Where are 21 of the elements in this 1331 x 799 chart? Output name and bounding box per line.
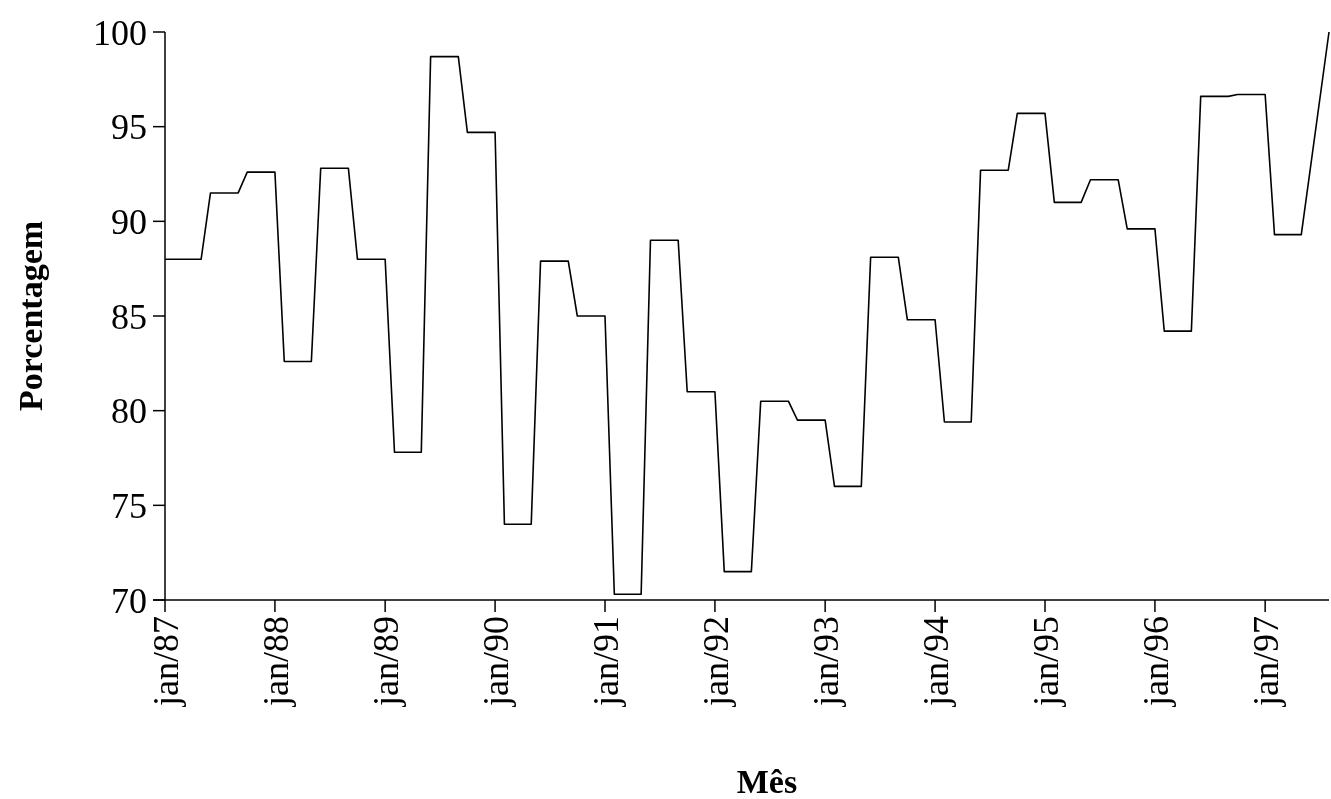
y-tick-label: 70 [111,580,147,621]
x-tick-label: jan/92 [695,616,736,708]
y-tick-label: 100 [93,12,147,53]
x-tick-label: jan/91 [585,616,626,708]
x-tick-label: jan/87 [145,616,186,708]
x-axis-title: Mês [736,763,798,799]
y-tick-label: 90 [111,201,147,242]
y-tick-label: 75 [111,485,147,526]
y-tick-label: 95 [111,107,147,148]
y-tick-label: 85 [111,296,147,337]
x-tick-label: jan/97 [1245,616,1286,708]
line-series [164,31,1330,596]
x-tick-label: jan/93 [805,616,846,708]
x-tick-label: jan/89 [365,616,406,708]
y-tick-label: 80 [111,391,147,432]
x-tick-label: jan/94 [915,616,956,708]
x-tick-label: jan/90 [475,616,516,708]
x-tick-label: jan/95 [1025,616,1066,708]
y-axis-title: Porcentagem [12,220,49,412]
x-tick-label: jan/88 [255,616,296,708]
x-tick-label: jan/96 [1135,616,1176,708]
